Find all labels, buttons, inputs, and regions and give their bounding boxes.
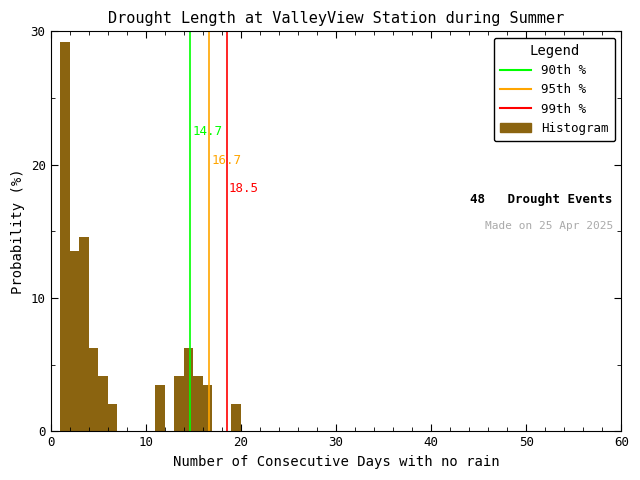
- Bar: [60, 42, 70, 432]
- Bar: [79, 237, 88, 432]
- Text: 48   Drought Events: 48 Drought Events: [470, 193, 613, 206]
- Text: 18.5: 18.5: [228, 182, 259, 195]
- Legend: 90th %, 95th %, 99th %, Histogram: 90th %, 95th %, 99th %, Histogram: [494, 38, 615, 141]
- Bar: [70, 252, 79, 432]
- X-axis label: Number of Consecutive Days with no rain: Number of Consecutive Days with no rain: [173, 455, 499, 469]
- Bar: [184, 348, 193, 432]
- Bar: [203, 385, 212, 432]
- Bar: [231, 404, 241, 432]
- Bar: [88, 348, 98, 432]
- Title: Drought Length at ValleyView Station during Summer: Drought Length at ValleyView Station dur…: [108, 11, 564, 26]
- Bar: [193, 376, 203, 432]
- Y-axis label: Probability (%): Probability (%): [11, 168, 25, 294]
- Text: Made on 25 Apr 2025: Made on 25 Apr 2025: [484, 221, 613, 231]
- Text: 16.7: 16.7: [211, 154, 241, 168]
- Text: 14.7: 14.7: [192, 125, 222, 138]
- Bar: [174, 376, 184, 432]
- Bar: [155, 385, 164, 432]
- Bar: [108, 404, 117, 432]
- Bar: [98, 376, 108, 432]
